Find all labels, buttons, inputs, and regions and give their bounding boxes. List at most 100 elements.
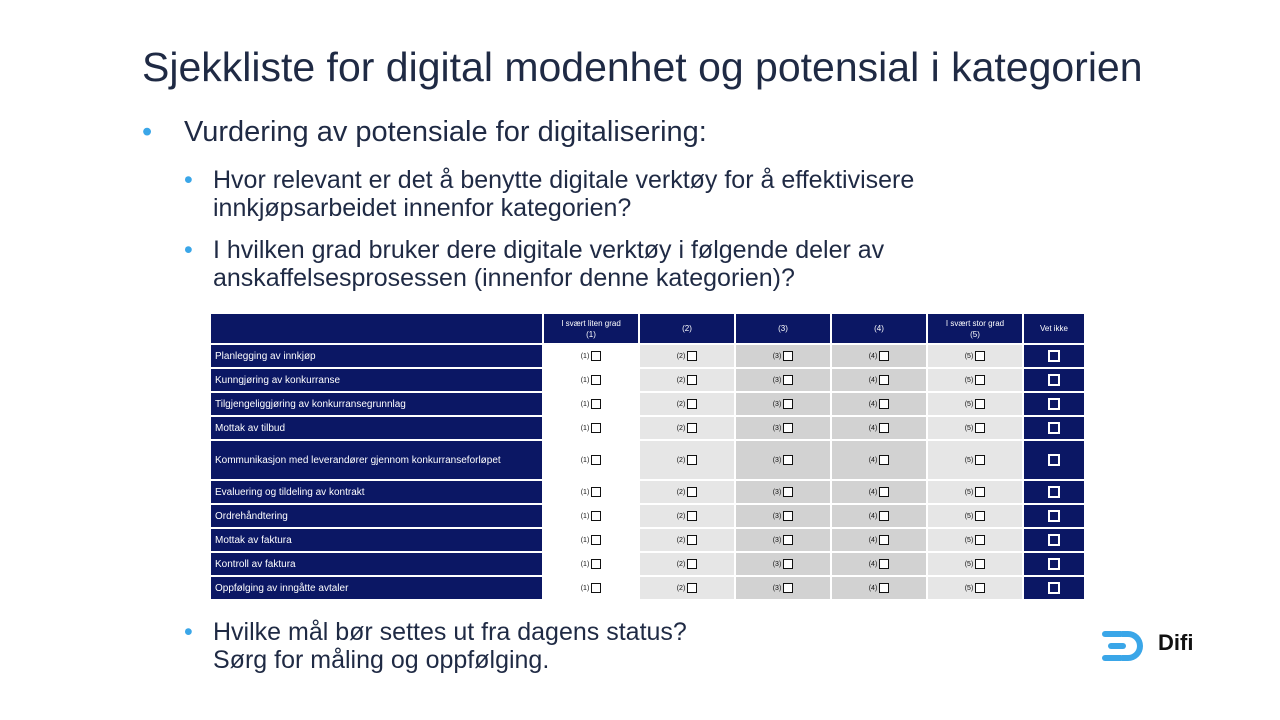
checkbox-icon[interactable]	[687, 455, 698, 465]
option-label: (4)	[868, 584, 878, 592]
checkbox-icon[interactable]	[783, 423, 794, 433]
checkbox-icon[interactable]	[591, 375, 602, 385]
header-col-2: (2)	[640, 314, 734, 343]
checkbox-icon[interactable]	[1048, 485, 1060, 498]
checkbox-icon[interactable]	[1048, 421, 1060, 434]
checkbox-icon[interactable]	[783, 351, 794, 361]
option-cell: (3)	[736, 345, 830, 367]
row-label: Mottak av faktura	[211, 529, 542, 551]
sub-bullet-relevance: • Hvor relevant er det å benytte digital…	[184, 166, 1084, 222]
option-label: (2)	[676, 424, 686, 432]
checkbox-icon[interactable]	[975, 455, 986, 465]
option-label: (3)	[772, 352, 782, 360]
dont-know-cell	[1024, 481, 1084, 503]
checkbox-icon[interactable]	[975, 511, 986, 521]
checkbox-icon[interactable]	[879, 423, 890, 433]
checkbox-icon[interactable]	[687, 535, 698, 545]
checkbox-icon[interactable]	[879, 487, 890, 497]
checkbox-icon[interactable]	[783, 487, 794, 497]
checkbox-icon[interactable]	[975, 583, 986, 593]
checkbox-icon[interactable]	[1048, 397, 1060, 410]
option-cell: (3)	[736, 369, 830, 391]
row-label: Planlegging av innkjøp	[211, 345, 542, 367]
header-col-1-label: I svært liten grad	[561, 318, 621, 328]
checkbox-icon[interactable]	[687, 375, 698, 385]
checkbox-icon[interactable]	[975, 559, 986, 569]
checkbox-icon[interactable]	[975, 399, 986, 409]
option-label: (5)	[964, 352, 974, 360]
checkbox-icon[interactable]	[975, 351, 986, 361]
option-cell: (2)	[640, 529, 734, 551]
checkbox-icon[interactable]	[783, 511, 794, 521]
checkbox-icon[interactable]	[687, 583, 698, 593]
main-bullet: • Vurdering av potensiale for digitaliser…	[142, 116, 707, 149]
checkbox-icon[interactable]	[1048, 557, 1060, 570]
checkbox-icon[interactable]	[687, 559, 698, 569]
sub-bullet-usage: • I hvilken grad bruker dere digitale ve…	[184, 236, 1084, 292]
checkbox-icon[interactable]	[1048, 453, 1060, 466]
option-cell: (5)	[928, 553, 1022, 575]
table-row: Kontroll av faktura (1) (2) (3) (4) (5)	[211, 553, 1084, 575]
checkbox-icon[interactable]	[1048, 509, 1060, 522]
checkbox-icon[interactable]	[591, 399, 602, 409]
checkbox-icon[interactable]	[879, 351, 890, 361]
checkbox-icon[interactable]	[783, 375, 794, 385]
checkbox-icon[interactable]	[879, 511, 890, 521]
checkbox-icon[interactable]	[591, 559, 602, 569]
option-cell: (4)	[832, 481, 926, 503]
checkbox-icon[interactable]	[591, 351, 602, 361]
checkbox-icon[interactable]	[687, 399, 698, 409]
checkbox-icon[interactable]	[879, 535, 890, 545]
option-cell: (4)	[832, 345, 926, 367]
checkbox-icon[interactable]	[879, 559, 890, 569]
checkbox-icon[interactable]	[1048, 581, 1060, 594]
checkbox-icon[interactable]	[975, 535, 986, 545]
checkbox-icon[interactable]	[591, 535, 602, 545]
checkbox-icon[interactable]	[1048, 349, 1060, 362]
dont-know-cell	[1024, 417, 1084, 439]
option-cell: (4)	[832, 417, 926, 439]
checkbox-icon[interactable]	[975, 487, 986, 497]
header-col-5: I svært stor grad (5)	[928, 314, 1022, 343]
option-label: (5)	[964, 512, 974, 520]
dont-know-cell	[1024, 393, 1084, 415]
option-label: (5)	[964, 488, 974, 496]
checkbox-icon[interactable]	[687, 423, 698, 433]
row-label: Kunngjøring av konkurranse	[211, 369, 542, 391]
checkbox-icon[interactable]	[783, 399, 794, 409]
option-label: (1)	[580, 376, 590, 384]
checkbox-icon[interactable]	[687, 351, 698, 361]
option-cell: (5)	[928, 441, 1022, 479]
checkbox-icon[interactable]	[975, 423, 986, 433]
checkbox-icon[interactable]	[975, 375, 986, 385]
option-label: (2)	[676, 488, 686, 496]
option-cell: (3)	[736, 393, 830, 415]
checkbox-icon[interactable]	[783, 583, 794, 593]
checkbox-icon[interactable]	[879, 583, 890, 593]
table-row: Kunngjøring av konkurranse (1) (2) (3) (4) (5…	[211, 369, 1084, 391]
checkbox-icon[interactable]	[687, 487, 698, 497]
option-cell: (1)	[544, 505, 638, 527]
checkbox-icon[interactable]	[1048, 533, 1060, 546]
table-row: Oppfølging av inngåtte avtaler (1) (2) (3) (…	[211, 577, 1084, 599]
checkbox-icon[interactable]	[879, 399, 890, 409]
checkbox-icon[interactable]	[1048, 373, 1060, 386]
option-cell: (3)	[736, 553, 830, 575]
bullet-dot: •	[142, 116, 153, 148]
option-label: (3)	[772, 560, 782, 568]
checkbox-icon[interactable]	[591, 511, 602, 521]
checkbox-icon[interactable]	[879, 455, 890, 465]
checkbox-icon[interactable]	[591, 455, 602, 465]
option-label: (3)	[772, 512, 782, 520]
header-col-5-number: (5)	[970, 329, 980, 339]
checkbox-icon[interactable]	[783, 455, 794, 465]
option-label: (4)	[868, 400, 878, 408]
checkbox-icon[interactable]	[687, 511, 698, 521]
checkbox-icon[interactable]	[783, 535, 794, 545]
checkbox-icon[interactable]	[879, 375, 890, 385]
checkbox-icon[interactable]	[591, 583, 602, 593]
checkbox-icon[interactable]	[591, 487, 602, 497]
checkbox-icon[interactable]	[591, 423, 602, 433]
checkbox-icon[interactable]	[783, 559, 794, 569]
option-label: (2)	[676, 376, 686, 384]
